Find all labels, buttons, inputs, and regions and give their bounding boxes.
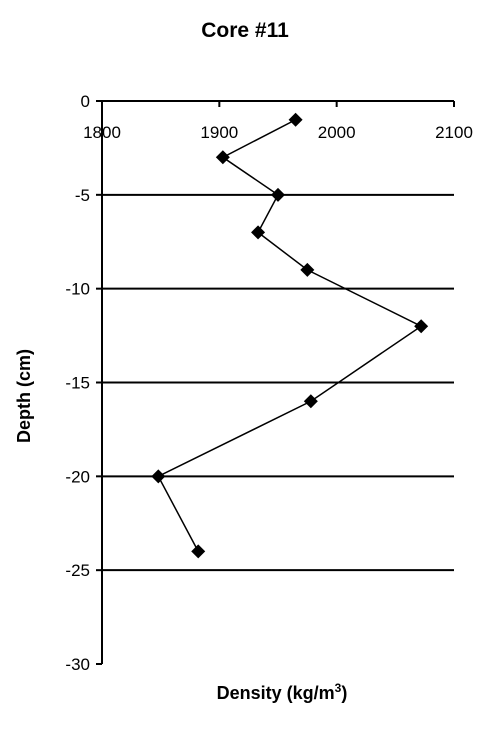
tick-labels: 0 -5 -10 -15 -20 -25 -30 1800 1900 2000 2100 [65, 92, 472, 674]
axes [96, 100, 455, 665]
data-point-0-3 [251, 225, 266, 240]
x-tick-label-3: 2100 [435, 123, 473, 142]
data-point-0-6 [303, 394, 318, 409]
x-tick-label-1: 1900 [200, 123, 238, 142]
x-tick-label-0: 1800 [83, 123, 121, 142]
y-tick-label-4: -20 [65, 467, 90, 486]
y-tick-label-3: -15 [65, 374, 90, 393]
x-tick-label-2: 2000 [318, 123, 356, 142]
chart-title: Core #11 [201, 19, 289, 42]
data-point-0-2 [271, 187, 285, 202]
x-axis-label-superscript: 3 [335, 681, 342, 695]
y-axis-label: Depth (cm) [14, 349, 34, 443]
x-axis-label-suffix: ) [341, 683, 347, 703]
data-point-0-8 [191, 544, 206, 559]
data-point-0-5 [414, 319, 429, 334]
y-tick-label-1: -5 [75, 186, 90, 205]
y-tick-label-2: -10 [65, 280, 90, 299]
data-point-0-1 [215, 150, 230, 165]
y-tick-label-5: -25 [65, 561, 90, 580]
x-axis-label-main: Density (kg/m [217, 683, 335, 703]
data-points [151, 112, 429, 559]
data-point-0-4 [300, 262, 315, 277]
y-tick-label-0: 0 [81, 92, 90, 111]
series-line-layer [157, 119, 423, 552]
grid-lines [102, 193, 454, 572]
y-tick-label-6: -30 [65, 655, 90, 674]
series-line-0 [157, 119, 423, 552]
data-point-0-0 [288, 112, 303, 127]
x-axis-label: Density (kg/m3) [217, 681, 348, 703]
data-point-0-7 [151, 469, 166, 484]
